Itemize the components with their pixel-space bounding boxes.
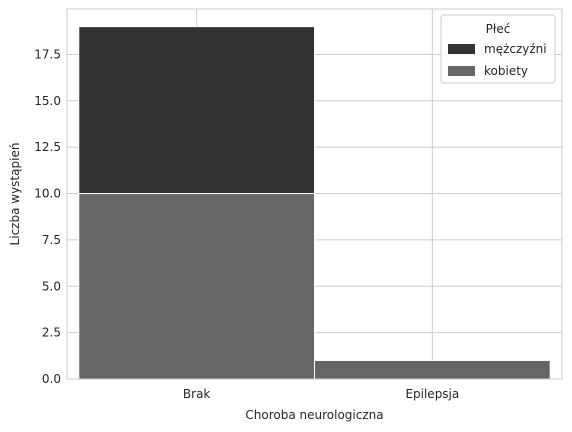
x-tick-label: Brak: [183, 387, 211, 401]
x-tick-labels: Brak Epilepsja: [183, 387, 459, 401]
y-tick-labels: 0.0 2.5 5.0 7.5 10.0 12.5 15.0 17.5: [34, 47, 61, 386]
y-tick-label: 5.0: [42, 279, 61, 293]
y-tick-label: 10.0: [34, 187, 61, 201]
legend-label: kobiety: [484, 64, 528, 78]
y-tick-label: 2.5: [42, 326, 61, 340]
y-tick-label: 12.5: [34, 140, 61, 154]
legend-label: mężczyźni: [484, 42, 547, 56]
bar-kobiety-epilepsja: [314, 359, 551, 380]
legend-entries: mężczyźni kobiety: [448, 42, 547, 78]
legend-title: Płeć: [486, 22, 511, 36]
y-tick-label: 15.0: [34, 94, 61, 108]
y-tick-label: 17.5: [34, 47, 61, 61]
x-axis-label: Choroba neurologiczna: [245, 408, 383, 422]
bar-mezczyzni-brak: [78, 26, 315, 195]
x-tick-label: Epilepsja: [405, 387, 459, 401]
y-tick-label: 0.0: [42, 372, 61, 386]
y-tick-label: 7.5: [42, 233, 61, 247]
bar-kobiety-brak: [78, 193, 315, 380]
y-axis-label: Liczba wystąpień: [8, 143, 22, 246]
bars: [78, 26, 551, 380]
plot-frame: [66, 8, 563, 380]
legend: Płeć mężczyźni kobiety: [440, 14, 556, 84]
legend-swatch: [448, 66, 475, 76]
legend-swatch: [448, 44, 475, 54]
